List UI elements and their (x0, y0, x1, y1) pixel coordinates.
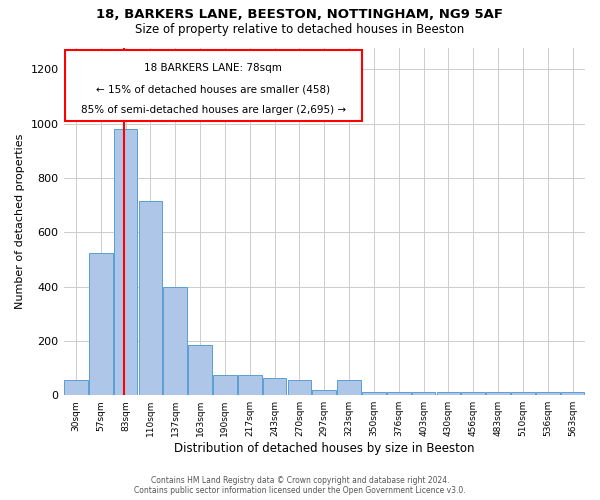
Text: ← 15% of detached houses are smaller (458): ← 15% of detached houses are smaller (45… (96, 84, 330, 94)
Bar (114, 129, 137, 395)
Text: Size of property relative to detached houses in Beeston: Size of property relative to detached ho… (136, 22, 464, 36)
Bar (139, 201, 162, 395)
Bar (287, 380, 311, 395)
X-axis label: Distribution of detached houses by size in Beeston: Distribution of detached houses by size … (174, 442, 475, 455)
Y-axis label: Number of detached properties: Number of detached properties (15, 134, 25, 309)
Bar (163, 286, 187, 395)
Bar (561, 392, 584, 395)
Text: 85% of semi-detached houses are larger (2,695) →: 85% of semi-detached houses are larger (… (80, 106, 346, 116)
Bar (387, 392, 410, 395)
Bar (437, 392, 460, 395)
Text: Contains HM Land Registry data © Crown copyright and database right 2024.
Contai: Contains HM Land Registry data © Crown c… (134, 476, 466, 495)
Bar (188, 345, 212, 395)
Bar (238, 375, 262, 395)
Bar (412, 392, 436, 395)
Text: 18 BARKERS LANE: 78sqm: 18 BARKERS LANE: 78sqm (144, 63, 282, 73)
Bar (263, 378, 286, 395)
Bar (486, 392, 510, 395)
Bar (511, 392, 535, 395)
Bar (461, 392, 485, 395)
Text: 18, BARKERS LANE, BEESTON, NOTTINGHAM, NG9 5AF: 18, BARKERS LANE, BEESTON, NOTTINGHAM, N… (97, 8, 503, 20)
Bar (89, 252, 113, 395)
Bar (536, 392, 560, 395)
FancyBboxPatch shape (65, 50, 362, 121)
Bar (362, 392, 386, 395)
Bar (337, 380, 361, 395)
Bar (313, 390, 336, 395)
Bar (64, 380, 88, 395)
Bar (213, 375, 237, 395)
